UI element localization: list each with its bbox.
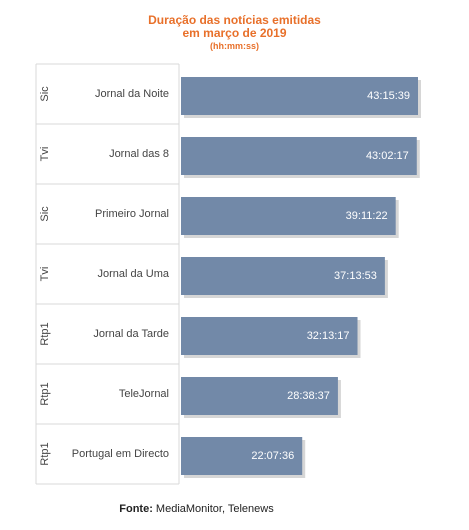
category-label: Portugal em Directo xyxy=(72,448,169,460)
bar-value-label: 32:13:17 xyxy=(307,330,350,342)
group-label: Sic xyxy=(39,206,51,222)
bar xyxy=(181,77,418,115)
chart-subtitle: (hh:mm:ss) xyxy=(210,41,259,51)
bar xyxy=(181,137,417,175)
category-label: Jornal da Tarde xyxy=(93,328,169,340)
chart-title-line-1: Duração das notícias emitidas xyxy=(148,13,321,27)
bar-value-label: 28:38:37 xyxy=(287,390,330,402)
group-label: Rtp1 xyxy=(39,322,51,345)
bar xyxy=(181,437,303,475)
bar-value-label: 43:02:17 xyxy=(366,150,409,162)
source-label: Fonte: xyxy=(119,503,153,515)
group-label: Rtp1 xyxy=(39,382,51,405)
category-label: Jornal da Uma xyxy=(97,268,169,280)
bar-value-label: 37:13:53 xyxy=(334,270,377,282)
bar-value-label: 43:15:39 xyxy=(367,90,410,102)
bar-chart: Sic Jornal da Noite 43:15:39 Tvi Jornal das … xyxy=(35,63,421,485)
bar xyxy=(181,317,358,355)
bar xyxy=(181,377,338,415)
bar-value-label: 22:07:36 xyxy=(251,450,294,462)
bar xyxy=(181,197,396,235)
chart-title-block: Duração das notícias emitidas em março d… xyxy=(0,14,469,52)
group-label: Rtp1 xyxy=(39,442,51,465)
category-label: TeleJornal xyxy=(119,388,169,400)
category-label: Primeiro Jornal xyxy=(95,208,169,220)
bar-value-label: 39:11:22 xyxy=(346,210,388,222)
group-label: Tvi xyxy=(39,147,51,162)
group-label: Tvi xyxy=(39,267,51,282)
source-note: Fonte: MediaMonitor, Telenews xyxy=(0,503,393,515)
bar xyxy=(181,257,385,295)
group-label: Sic xyxy=(39,86,51,102)
source-text: MediaMonitor, Telenews xyxy=(155,503,274,515)
chart-title-line-2: em março de 2019 xyxy=(182,26,287,40)
category-label: Jornal da Noite xyxy=(95,88,169,100)
category-label: Jornal das 8 xyxy=(109,148,169,160)
